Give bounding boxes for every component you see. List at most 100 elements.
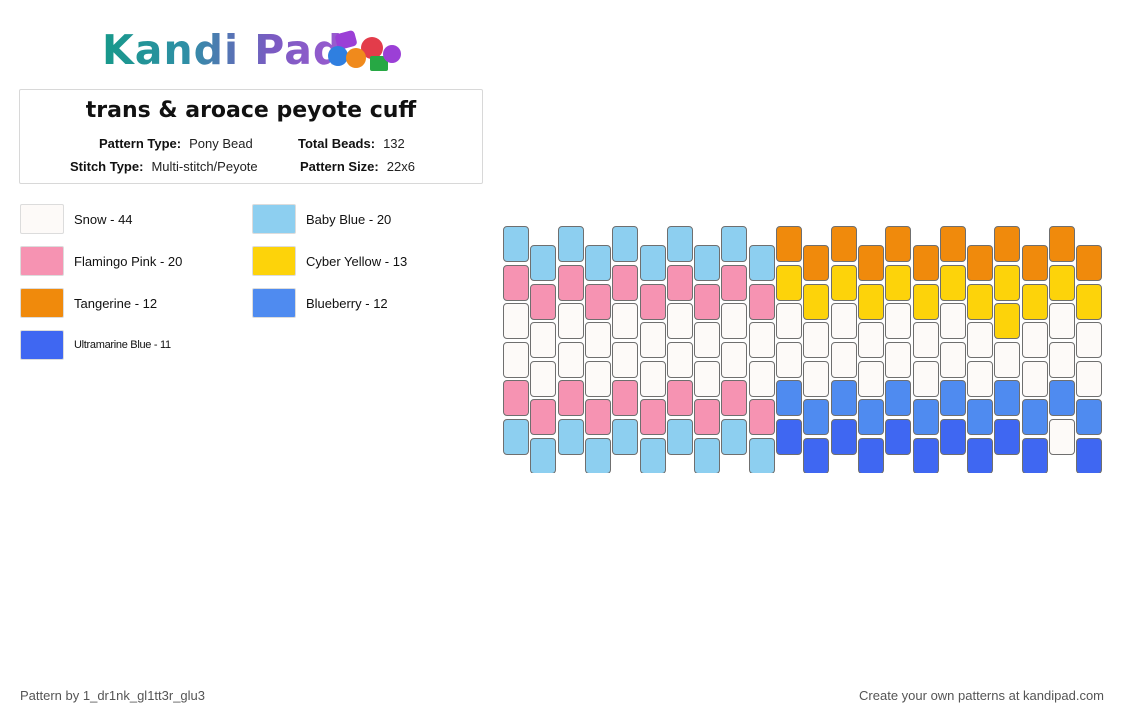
stitch-type-label: Stitch Type: — [70, 159, 144, 174]
color-swatch — [252, 246, 296, 276]
bead — [1076, 245, 1102, 281]
logo-wordmark: Kandi Pad — [102, 26, 344, 74]
bead — [585, 361, 611, 397]
bead — [721, 265, 747, 301]
bead — [1076, 399, 1102, 435]
total-beads-row: Total Beads: 132 — [298, 136, 405, 151]
bead — [1022, 438, 1048, 473]
bead — [940, 226, 966, 262]
bead — [749, 361, 775, 397]
bead — [640, 438, 666, 473]
legend-item-snow: Snow - 44 — [20, 203, 133, 235]
bead — [776, 380, 802, 416]
bead — [940, 265, 966, 301]
bead — [530, 284, 556, 320]
bead — [967, 361, 993, 397]
bead — [913, 322, 939, 358]
legend-label: Baby Blue - 20 — [306, 211, 392, 227]
bead — [749, 438, 775, 473]
bead — [994, 303, 1020, 339]
bead — [694, 245, 720, 281]
bead — [1076, 438, 1102, 473]
legend-label: Tangerine - 12 — [74, 295, 158, 311]
bead — [967, 399, 993, 435]
bead — [994, 380, 1020, 416]
bead — [558, 226, 584, 262]
bead — [1049, 226, 1075, 262]
bead — [640, 322, 666, 358]
bead — [721, 303, 747, 339]
bead — [913, 245, 939, 281]
bead — [612, 226, 638, 262]
bead — [585, 438, 611, 473]
bead — [558, 380, 584, 416]
bead — [749, 322, 775, 358]
bead — [803, 284, 829, 320]
bead — [885, 303, 911, 339]
bead — [585, 245, 611, 281]
bead — [667, 419, 693, 455]
legend-label: Flamingo Pink - 20 — [74, 253, 183, 269]
bead — [803, 399, 829, 435]
bead — [1022, 399, 1048, 435]
bead — [858, 361, 884, 397]
bead — [831, 342, 857, 378]
color-swatch — [20, 288, 64, 318]
bead — [530, 399, 556, 435]
pattern-title: trans & aroace peyote cuff — [85, 98, 417, 123]
pattern-type-value: Pony Bead — [189, 136, 253, 151]
bead — [776, 419, 802, 455]
pattern-size-value: 22x6 — [386, 159, 415, 174]
bead — [858, 438, 884, 473]
bead — [967, 438, 993, 473]
pattern-info-card: trans & aroace peyote cuff Pattern Type:… — [19, 89, 483, 184]
bead — [913, 438, 939, 473]
bead — [558, 419, 584, 455]
bead — [913, 361, 939, 397]
bead — [913, 284, 939, 320]
bead — [885, 226, 911, 262]
pattern-size-label: Pattern Size: — [300, 159, 379, 174]
legend-label: Blueberry - 12 — [306, 295, 388, 311]
bead — [612, 380, 638, 416]
bead — [776, 303, 802, 339]
bead — [1076, 361, 1102, 397]
bead — [1049, 342, 1075, 378]
pattern-type-row: Pattern Type: Pony Bead — [99, 136, 253, 151]
bead — [831, 265, 857, 301]
bead — [1022, 361, 1048, 397]
legend-item-flamingo-pink: Flamingo Pink - 20 — [20, 245, 182, 277]
bead — [721, 380, 747, 416]
total-beads-label: Total Beads: — [298, 136, 376, 151]
create-patterns-link[interactable]: Create your own patterns at kandipad.com — [859, 688, 1104, 703]
bead — [803, 361, 829, 397]
bead — [749, 245, 775, 281]
bead — [640, 361, 666, 397]
bead — [640, 245, 666, 281]
color-swatch — [20, 330, 64, 360]
bead — [612, 342, 638, 378]
bead — [694, 284, 720, 320]
bead — [940, 342, 966, 378]
bead — [558, 303, 584, 339]
bead — [858, 322, 884, 358]
bead — [530, 438, 556, 473]
legend-item-cyber-yellow: Cyber Yellow - 13 — [252, 245, 407, 277]
bead — [831, 303, 857, 339]
kandi-pad-logo[interactable]: Kandi Pad — [102, 26, 412, 76]
bead — [967, 322, 993, 358]
bead — [776, 265, 802, 301]
bead — [885, 265, 911, 301]
bead — [721, 226, 747, 262]
bead — [1049, 303, 1075, 339]
pattern-author: Pattern by 1_dr1nk_gl1tt3r_glu3 — [20, 688, 206, 703]
bead — [913, 399, 939, 435]
bead — [1076, 322, 1102, 358]
color-swatch — [20, 204, 64, 234]
bead — [1022, 284, 1048, 320]
bead — [530, 245, 556, 281]
color-swatch — [252, 204, 296, 234]
legend-item-tangerine: Tangerine - 12 — [20, 287, 157, 319]
bead — [940, 419, 966, 455]
bead — [612, 265, 638, 301]
